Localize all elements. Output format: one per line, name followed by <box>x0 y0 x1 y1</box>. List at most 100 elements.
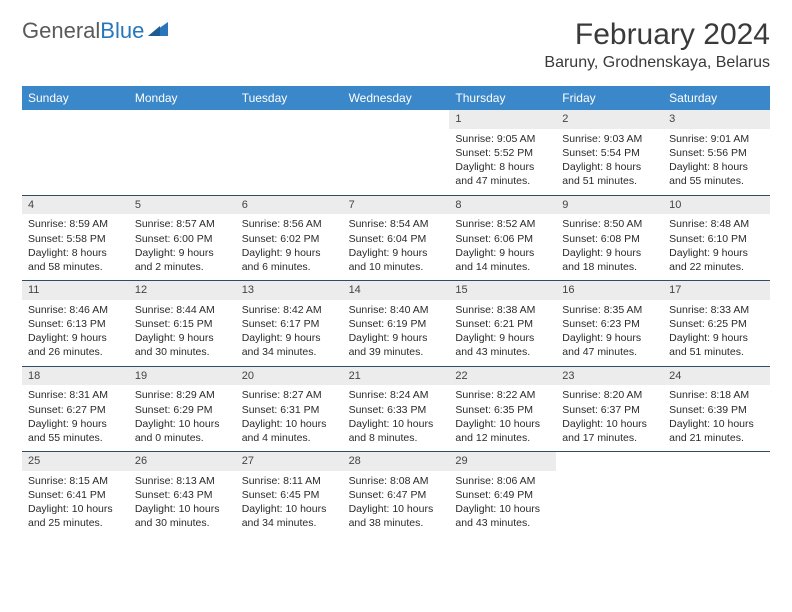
empty-cell <box>556 452 663 537</box>
sunset-line: Sunset: 6:35 PM <box>455 403 550 417</box>
day-cell: 16Sunrise: 8:35 AMSunset: 6:23 PMDayligh… <box>556 281 663 366</box>
day-number: 18 <box>22 367 129 386</box>
day-number: 25 <box>22 452 129 471</box>
sunset-line: Sunset: 6:45 PM <box>242 488 337 502</box>
day-cell: 22Sunrise: 8:22 AMSunset: 6:35 PMDayligh… <box>449 367 556 452</box>
day-details: Sunrise: 8:18 AMSunset: 6:39 PMDaylight:… <box>663 385 770 451</box>
weekday-label: Thursday <box>449 86 556 110</box>
sunrise-line: Sunrise: 8:11 AM <box>242 474 337 488</box>
weekday-label: Sunday <box>22 86 129 110</box>
day-cell: 2Sunrise: 9:03 AMSunset: 5:54 PMDaylight… <box>556 110 663 195</box>
sunset-line: Sunset: 6:41 PM <box>28 488 123 502</box>
daylight-line: Daylight: 9 hours and 55 minutes. <box>28 417 123 445</box>
day-cell: 3Sunrise: 9:01 AMSunset: 5:56 PMDaylight… <box>663 110 770 195</box>
day-details: Sunrise: 8:40 AMSunset: 6:19 PMDaylight:… <box>343 300 450 366</box>
sunrise-line: Sunrise: 8:59 AM <box>28 217 123 231</box>
daylight-line: Daylight: 9 hours and 30 minutes. <box>135 331 230 359</box>
day-number: 23 <box>556 367 663 386</box>
day-details: Sunrise: 8:38 AMSunset: 6:21 PMDaylight:… <box>449 300 556 366</box>
daylight-line: Daylight: 9 hours and 22 minutes. <box>669 246 764 274</box>
sunset-line: Sunset: 6:17 PM <box>242 317 337 331</box>
sunrise-line: Sunrise: 8:44 AM <box>135 303 230 317</box>
daylight-line: Daylight: 9 hours and 10 minutes. <box>349 246 444 274</box>
weekday-label: Friday <box>556 86 663 110</box>
day-details: Sunrise: 8:06 AMSunset: 6:49 PMDaylight:… <box>449 471 556 537</box>
day-details: Sunrise: 8:24 AMSunset: 6:33 PMDaylight:… <box>343 385 450 451</box>
daylight-line: Daylight: 8 hours and 51 minutes. <box>562 160 657 188</box>
empty-cell <box>236 110 343 195</box>
day-cell: 25Sunrise: 8:15 AMSunset: 6:41 PMDayligh… <box>22 452 129 537</box>
daylight-line: Daylight: 9 hours and 14 minutes. <box>455 246 550 274</box>
month-title: February 2024 <box>544 18 770 52</box>
sunrise-line: Sunrise: 8:48 AM <box>669 217 764 231</box>
sunrise-line: Sunrise: 8:18 AM <box>669 388 764 402</box>
week-row: 1Sunrise: 9:05 AMSunset: 5:52 PMDaylight… <box>22 110 770 195</box>
day-cell: 29Sunrise: 8:06 AMSunset: 6:49 PMDayligh… <box>449 452 556 537</box>
daylight-line: Daylight: 10 hours and 21 minutes. <box>669 417 764 445</box>
day-cell: 9Sunrise: 8:50 AMSunset: 6:08 PMDaylight… <box>556 196 663 281</box>
day-cell: 20Sunrise: 8:27 AMSunset: 6:31 PMDayligh… <box>236 367 343 452</box>
sunset-line: Sunset: 6:47 PM <box>349 488 444 502</box>
day-cell: 8Sunrise: 8:52 AMSunset: 6:06 PMDaylight… <box>449 196 556 281</box>
sunset-line: Sunset: 6:43 PM <box>135 488 230 502</box>
sunrise-line: Sunrise: 8:46 AM <box>28 303 123 317</box>
sunset-line: Sunset: 6:08 PM <box>562 232 657 246</box>
day-details: Sunrise: 8:11 AMSunset: 6:45 PMDaylight:… <box>236 471 343 537</box>
day-cell: 5Sunrise: 8:57 AMSunset: 6:00 PMDaylight… <box>129 196 236 281</box>
sunset-line: Sunset: 6:39 PM <box>669 403 764 417</box>
day-number: 13 <box>236 281 343 300</box>
daylight-line: Daylight: 9 hours and 47 minutes. <box>562 331 657 359</box>
day-cell: 15Sunrise: 8:38 AMSunset: 6:21 PMDayligh… <box>449 281 556 366</box>
sunrise-line: Sunrise: 8:50 AM <box>562 217 657 231</box>
day-cell: 1Sunrise: 9:05 AMSunset: 5:52 PMDaylight… <box>449 110 556 195</box>
sunset-line: Sunset: 6:31 PM <box>242 403 337 417</box>
daylight-line: Daylight: 10 hours and 38 minutes. <box>349 502 444 530</box>
sunrise-line: Sunrise: 8:24 AM <box>349 388 444 402</box>
sunset-line: Sunset: 6:25 PM <box>669 317 764 331</box>
sunset-line: Sunset: 6:23 PM <box>562 317 657 331</box>
sunrise-line: Sunrise: 9:01 AM <box>669 132 764 146</box>
day-details: Sunrise: 8:46 AMSunset: 6:13 PMDaylight:… <box>22 300 129 366</box>
day-details: Sunrise: 8:27 AMSunset: 6:31 PMDaylight:… <box>236 385 343 451</box>
sunset-line: Sunset: 6:06 PM <box>455 232 550 246</box>
weekday-label: Saturday <box>663 86 770 110</box>
day-cell: 7Sunrise: 8:54 AMSunset: 6:04 PMDaylight… <box>343 196 450 281</box>
day-number: 21 <box>343 367 450 386</box>
day-number: 7 <box>343 196 450 215</box>
day-details: Sunrise: 8:59 AMSunset: 5:58 PMDaylight:… <box>22 214 129 280</box>
day-details: Sunrise: 8:15 AMSunset: 6:41 PMDaylight:… <box>22 471 129 537</box>
daylight-line: Daylight: 10 hours and 43 minutes. <box>455 502 550 530</box>
sunrise-line: Sunrise: 8:13 AM <box>135 474 230 488</box>
day-number: 6 <box>236 196 343 215</box>
week-row: 18Sunrise: 8:31 AMSunset: 6:27 PMDayligh… <box>22 366 770 452</box>
sunrise-line: Sunrise: 8:20 AM <box>562 388 657 402</box>
day-details: Sunrise: 8:56 AMSunset: 6:02 PMDaylight:… <box>236 214 343 280</box>
sunset-line: Sunset: 6:13 PM <box>28 317 123 331</box>
day-number: 1 <box>449 110 556 129</box>
triangle-icon <box>148 18 172 44</box>
logo-text-blue: Blue <box>100 18 144 44</box>
sunset-line: Sunset: 6:00 PM <box>135 232 230 246</box>
week-row: 11Sunrise: 8:46 AMSunset: 6:13 PMDayligh… <box>22 280 770 366</box>
sunrise-line: Sunrise: 8:54 AM <box>349 217 444 231</box>
day-cell: 10Sunrise: 8:48 AMSunset: 6:10 PMDayligh… <box>663 196 770 281</box>
location: Baruny, Grodnenskaya, Belarus <box>544 54 770 72</box>
day-cell: 17Sunrise: 8:33 AMSunset: 6:25 PMDayligh… <box>663 281 770 366</box>
title-block: February 2024 Baruny, Grodnenskaya, Bela… <box>544 18 770 72</box>
daylight-line: Daylight: 9 hours and 39 minutes. <box>349 331 444 359</box>
day-details: Sunrise: 8:31 AMSunset: 6:27 PMDaylight:… <box>22 385 129 451</box>
day-number: 28 <box>343 452 450 471</box>
day-details: Sunrise: 8:44 AMSunset: 6:15 PMDaylight:… <box>129 300 236 366</box>
sunset-line: Sunset: 6:29 PM <box>135 403 230 417</box>
day-cell: 23Sunrise: 8:20 AMSunset: 6:37 PMDayligh… <box>556 367 663 452</box>
daylight-line: Daylight: 9 hours and 18 minutes. <box>562 246 657 274</box>
day-details: Sunrise: 8:08 AMSunset: 6:47 PMDaylight:… <box>343 471 450 537</box>
sunset-line: Sunset: 6:33 PM <box>349 403 444 417</box>
logo-text-gray: General <box>22 18 100 44</box>
day-details: Sunrise: 9:03 AMSunset: 5:54 PMDaylight:… <box>556 129 663 195</box>
daylight-line: Daylight: 10 hours and 8 minutes. <box>349 417 444 445</box>
weeks-container: 1Sunrise: 9:05 AMSunset: 5:52 PMDaylight… <box>22 110 770 537</box>
daylight-line: Daylight: 9 hours and 43 minutes. <box>455 331 550 359</box>
sunrise-line: Sunrise: 9:03 AM <box>562 132 657 146</box>
daylight-line: Daylight: 9 hours and 34 minutes. <box>242 331 337 359</box>
